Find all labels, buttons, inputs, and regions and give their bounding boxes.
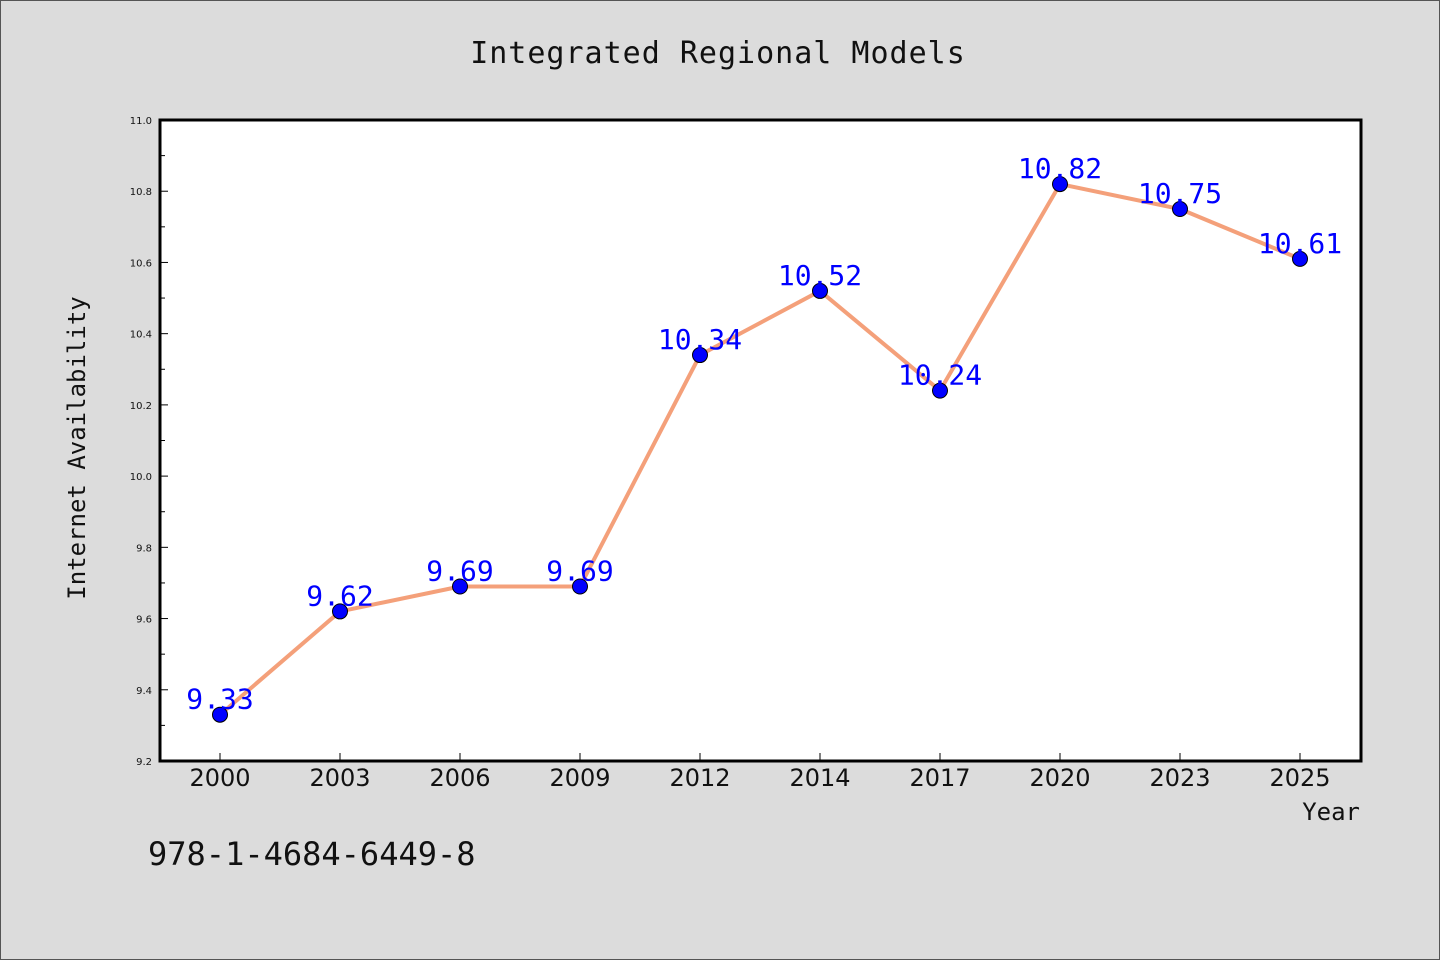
y-tick-label: 9.4 (136, 686, 152, 697)
x-tick-label: 2014 (789, 764, 850, 792)
y-tick-label: 10.6 (130, 258, 152, 269)
marker-group (212, 176, 1308, 723)
data-label: 10.61 (1258, 227, 1342, 260)
data-label: 9.62 (306, 579, 373, 612)
data-point-marker (452, 578, 468, 595)
x-tick-label: 2009 (549, 764, 610, 792)
y-tick-label: 9.6 (136, 615, 152, 626)
x-tick-label: 2003 (309, 764, 370, 792)
y-axis: 9.2 9.4 9.6 9.8 10.0 10.2 10.4 10.6 10.8 11.0 (130, 116, 168, 768)
data-point-marker (572, 578, 588, 595)
data-label: 10.75 (1138, 177, 1222, 210)
y-tick-label: 9.8 (136, 543, 152, 554)
data-point-marker (1172, 201, 1188, 218)
y-tick-label: 11.0 (130, 116, 152, 127)
x-tick-label: 2012 (669, 764, 730, 792)
x-tick-label: 2017 (909, 764, 970, 792)
chart-title: Integrated Regional Models (470, 36, 966, 71)
data-point-marker (932, 382, 948, 399)
data-point-marker (1292, 250, 1308, 267)
series-line (218, 182, 1302, 717)
x-tick-label: 2020 (1029, 764, 1090, 792)
series-line-group (218, 182, 1302, 717)
y-tick-label: 10.4 (130, 330, 152, 341)
data-label: 10.34 (658, 323, 742, 356)
data-label: 10.82 (1018, 152, 1102, 185)
plot-border (158, 118, 1363, 763)
plot-area (160, 120, 1361, 761)
data-point-marker (212, 706, 228, 723)
data-point-marker (332, 603, 348, 620)
data-label: 10.24 (898, 359, 982, 392)
x-tick-label: 2025 (1269, 764, 1330, 792)
y-tick-label: 10.0 (130, 472, 152, 483)
data-label: 9.69 (546, 555, 613, 588)
y-axis-title: Internet Availability (63, 296, 91, 599)
data-point-marker (812, 282, 828, 299)
x-axis: 2000 2003 2006 2009 2012 2014 2017 2020 2023 2025 (189, 753, 1331, 792)
y-tick-label: 10.2 (130, 401, 152, 412)
data-label: 10.52 (778, 259, 862, 292)
x-tick-label: 2023 (1149, 764, 1210, 792)
data-label: 9.33 (186, 683, 253, 716)
isbn-identifier: 978-1-4684-6449-8 (148, 835, 476, 873)
y-tick-label: 9.2 (136, 757, 152, 768)
data-label: 9.69 (426, 555, 493, 588)
x-axis-title: Year (1302, 798, 1360, 826)
y-tick-label: 10.8 (130, 187, 152, 198)
data-point-marker (1052, 176, 1068, 193)
x-tick-label: 2006 (429, 764, 490, 792)
data-label-group: 9.33 9.62 9.69 9.69 10.34 10.52 10.24 10.82 10.7… (186, 152, 1342, 716)
x-tick-label: 2000 (189, 764, 250, 792)
data-point-marker (692, 347, 708, 364)
